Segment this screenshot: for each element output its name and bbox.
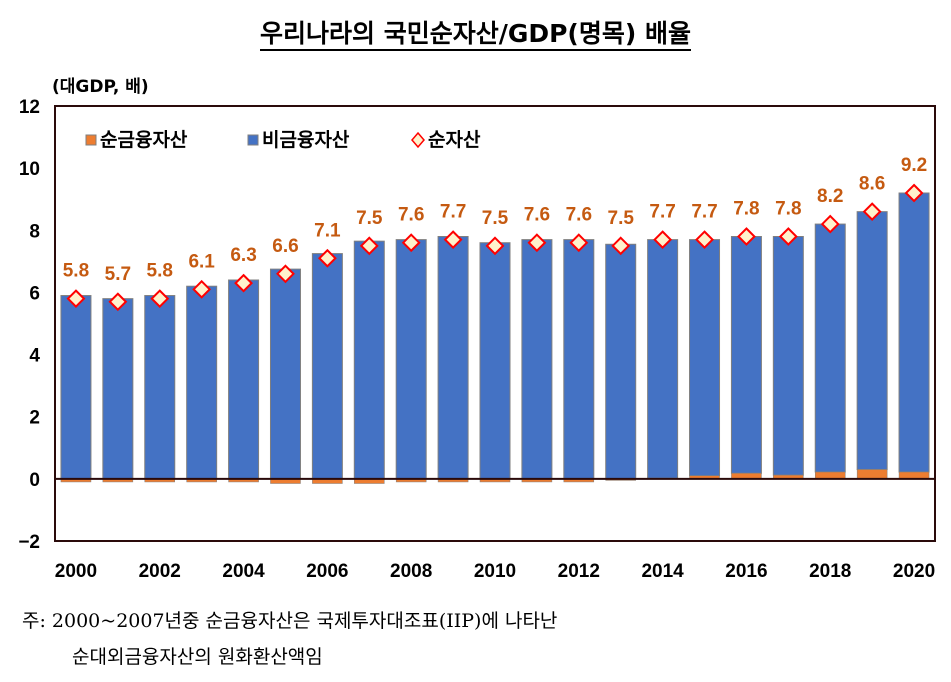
bar-nonfinancial-assets [228,279,260,480]
marker-net-assets [66,289,86,309]
marker-net-assets [234,273,253,293]
marker-net-assets [569,233,589,253]
data-label: 6.6 [272,236,298,257]
data-label: 7.8 [733,199,759,220]
x-tick-label: 2008 [390,561,432,582]
chart-title: 우리나라의 국민순자산/GDP(명목) 배율 [0,14,951,51]
legend-marker-net-assets [411,131,425,149]
bar-nonfinancial-assets [521,239,553,480]
bar-nonfinancial-assets [772,236,804,476]
bar-nonfinancial-assets [437,236,469,480]
footnote-line-2: 순대외금융자산의 원화환산액임 [72,646,323,668]
bar-nonfinancial-assets [395,239,427,480]
bar-nonfinancial-assets [563,239,595,480]
data-label: 7.6 [398,205,424,226]
x-tick-label: 2012 [558,561,600,582]
bar-nonfinancial-assets [730,236,762,474]
y-tick-label: 6 [29,283,40,304]
marker-net-assets [192,279,212,299]
marker-net-assets [485,236,505,256]
bar-nonfinancial-assets [605,243,637,480]
footnote-line-1: 주: 2000~2007년중 순금융자산은 국제투자대조표(IIP)에 나타난 [22,610,558,632]
legend-label: 순금융자산 [100,129,188,151]
marker-net-assets [108,292,128,312]
x-tick-label: 2016 [725,561,767,582]
y-tick-label: 8 [29,221,40,242]
data-label: 7.7 [440,202,466,223]
marker-net-assets [904,183,924,203]
bar-nonfinancial-assets [689,239,721,477]
y-tick-label: 4 [29,346,40,367]
y-tick-label: 12 [19,97,40,118]
data-label: 6.1 [188,251,215,272]
data-label: 7.5 [482,208,509,229]
bar-net-financial-assets [898,471,930,480]
bar-nonfinancial-assets [479,242,511,480]
data-label: 8.6 [859,174,885,195]
marker-net-assets [401,233,421,253]
marker-net-assets [317,248,337,268]
x-tick-label: 2006 [306,561,348,582]
x-tick-label: 2014 [641,561,684,582]
x-tick-label: 2018 [809,561,851,582]
marker-net-assets [820,214,840,234]
x-tick-label: 2002 [139,561,181,582]
marker-net-assets [527,233,547,253]
bar-nonfinancial-assets [186,285,218,480]
data-label: 5.8 [147,261,173,282]
marker-net-assets [276,264,295,284]
legend-label: 순자산 [428,129,481,151]
marker-net-assets [737,227,756,246]
data-label: 7.6 [524,205,550,226]
marker-net-assets [359,236,379,256]
data-label: 8.2 [817,186,843,207]
data-label: 7.6 [566,205,592,226]
y-tick-label: 0 [29,470,40,491]
data-label: 9.2 [901,155,927,176]
bar-nonfinancial-assets [814,223,846,473]
plot-border [54,105,936,542]
data-label: 7.5 [356,208,383,229]
bar-nonfinancial-assets [269,268,301,480]
legend-swatch-nonfinancial-assets [247,134,259,146]
bar-nonfinancial-assets [311,253,343,480]
marker-net-assets [150,289,170,309]
data-label: 7.7 [649,202,675,223]
marker-net-assets [695,230,714,250]
legend-swatch-net-financial-assets [85,134,97,146]
bar-nonfinancial-assets [144,295,176,480]
bar-nonfinancial-assets [856,211,888,471]
marker-net-assets [443,230,463,250]
marker-net-assets [778,227,798,246]
x-tick-label: 2020 [893,561,935,582]
legend-label: 비금융자산 [262,129,350,151]
data-label: 7.1 [314,220,341,241]
data-label: 7.8 [775,199,801,220]
y-axis-unit-label: (대GDP, 배) [52,77,149,97]
x-tick-label: 2010 [474,561,516,582]
marker-net-assets [653,230,673,250]
bar-nonfinancial-assets [102,298,134,480]
y-tick-label: 10 [19,159,40,180]
bar-nonfinancial-assets [353,240,385,480]
x-tick-label: 2004 [222,561,265,582]
y-tick-label: 2 [29,408,40,429]
bar-net-financial-assets [814,471,846,480]
x-tick-label: 2000 [55,561,97,582]
data-label: 7.5 [608,208,635,229]
data-label: 7.7 [691,202,717,223]
data-label: 5.8 [63,261,89,282]
marker-net-assets [611,236,631,256]
y-tick-label: −2 [18,532,40,553]
data-label: 5.7 [105,264,131,285]
bar-net-financial-assets [856,469,888,480]
bar-nonfinancial-assets [647,239,679,479]
marker-net-assets [862,202,882,222]
data-label: 6.3 [230,245,256,266]
bar-nonfinancial-assets [60,295,92,480]
bar-nonfinancial-assets [898,192,930,473]
